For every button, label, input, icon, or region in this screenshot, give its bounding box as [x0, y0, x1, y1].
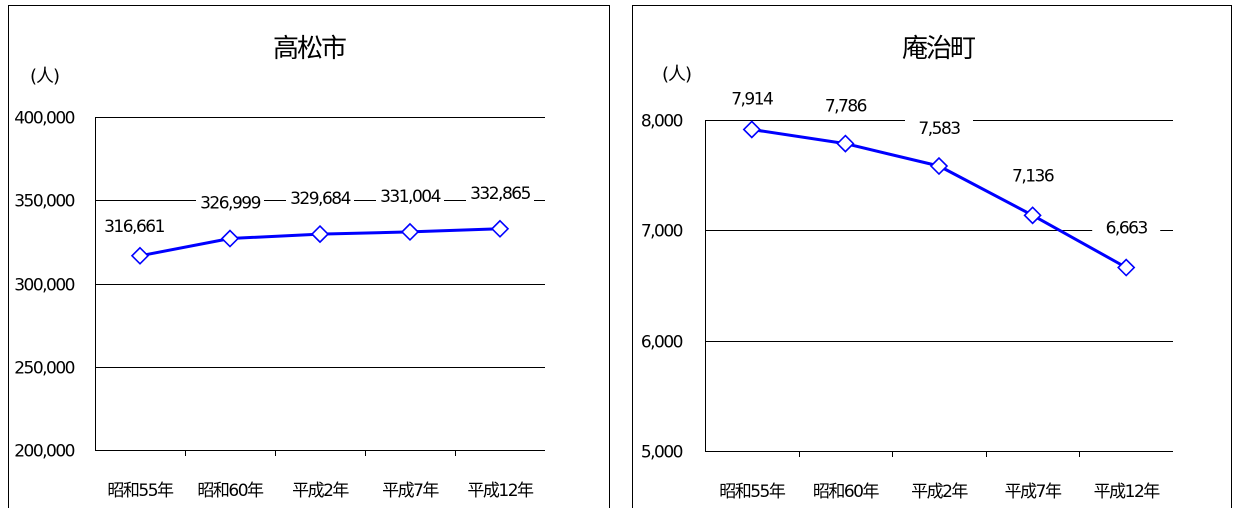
- y-tick-label: 200,000: [14, 442, 74, 462]
- aji-chart-svg: 庵治町 (人) 5,000 6,000 7,000 8,000 昭和55年 昭和60年 平…: [632, 5, 1232, 508]
- x-tick-label: 平成2年: [911, 482, 968, 502]
- y-tick-label: 6,000: [641, 333, 683, 353]
- data-label-background: [998, 165, 1067, 186]
- x-tick-label: 平成12年: [1094, 482, 1161, 502]
- data-labels: 316,661 326,999 329,684 331,004 332,865: [100, 182, 534, 237]
- chart-title: 庵治町: [902, 34, 975, 64]
- y-unit-label: (人): [662, 64, 691, 85]
- y-tick-labels: 200,000 250,000 300,000 350,000 400,000: [14, 109, 76, 462]
- y-tick-labels: 5,000 6,000 7,000 8,000: [641, 112, 684, 463]
- y-tick-label: 350,000: [14, 192, 74, 212]
- x-tick-label: 昭和55年: [107, 481, 174, 501]
- data-point-marker: [310, 224, 330, 244]
- data-point-marker: [1117, 258, 1136, 277]
- data-point-marker: [400, 222, 420, 242]
- data-label-background: [466, 182, 534, 203]
- chart-frame: [632, 5, 1232, 508]
- data-point-marker: [742, 120, 761, 139]
- data-point-marker: [220, 229, 240, 248]
- aji-chart: 庵治町 (人) 5,000 6,000 7,000 8,000 昭和55年 昭和60年 平…: [620, 0, 1237, 508]
- data-label-background: [905, 118, 973, 139]
- data-point-marker: [1023, 206, 1042, 225]
- x-tick-labels: 昭和55年 昭和60年 平成2年 平成7年 平成12年: [719, 482, 1162, 502]
- data-label: 331,004: [380, 187, 440, 207]
- data-label: 7,583: [918, 119, 960, 139]
- data-label: 7,136: [1012, 166, 1054, 186]
- chart-title: 高松市: [273, 34, 346, 64]
- axes: [705, 120, 1173, 457]
- data-point-marker: [929, 156, 949, 176]
- data-label-background: [717, 88, 786, 109]
- y-tick-label: 5,000: [641, 443, 683, 463]
- data-label: 6,663: [1106, 219, 1148, 239]
- y-tick-label: 300,000: [14, 276, 74, 296]
- data-point-marker: [490, 219, 510, 238]
- series: [130, 219, 510, 265]
- x-tick-label: 昭和60年: [813, 482, 880, 502]
- x-tick-label: 平成12年: [467, 481, 534, 501]
- data-label: 7,914: [731, 89, 773, 109]
- x-tick-label: 平成7年: [1005, 482, 1062, 502]
- y-tick-label: 8,000: [641, 112, 683, 132]
- x-tick-label: 平成2年: [292, 481, 349, 501]
- takamatsu-chart: 高松市 (人) 200,000 250,000 300,000 350,000 400,…: [8, 5, 610, 508]
- takamatsu-chart-svg: 高松市 (人) 200,000 250,000 300,000 350,000 400,…: [8, 5, 610, 508]
- data-point-marker: [836, 134, 855, 153]
- data-label: 7,786: [825, 97, 867, 117]
- axes: [95, 117, 545, 456]
- series: [742, 120, 1136, 277]
- x-tick-label: 昭和60年: [197, 481, 264, 501]
- y-tick-label: 250,000: [14, 359, 74, 379]
- data-label-background: [286, 188, 354, 209]
- data-label-background: [1092, 217, 1161, 238]
- data-label-background: [376, 185, 444, 206]
- data-label: 332,865: [470, 184, 530, 204]
- data-label: 326,999: [200, 194, 260, 214]
- y-unit-label: (人): [30, 66, 59, 87]
- data-label-background: [196, 192, 264, 213]
- x-tick-label: 昭和55年: [719, 482, 786, 502]
- data-labels: 7,914 7,786 7,583 7,136 6,663: [717, 88, 1161, 239]
- data-label-background: [100, 215, 168, 236]
- data-label: 329,684: [290, 189, 350, 209]
- data-label-background: [811, 95, 880, 116]
- data-label: 316,661: [104, 217, 164, 237]
- y-tick-label: 7,000: [641, 222, 683, 242]
- data-point-marker: [130, 246, 150, 265]
- x-tick-label: 平成7年: [382, 481, 439, 501]
- x-tick-labels: 昭和55年 昭和60年 平成2年 平成7年 平成12年: [107, 481, 535, 501]
- chart-frame: [8, 5, 610, 508]
- y-tick-label: 400,000: [14, 109, 74, 129]
